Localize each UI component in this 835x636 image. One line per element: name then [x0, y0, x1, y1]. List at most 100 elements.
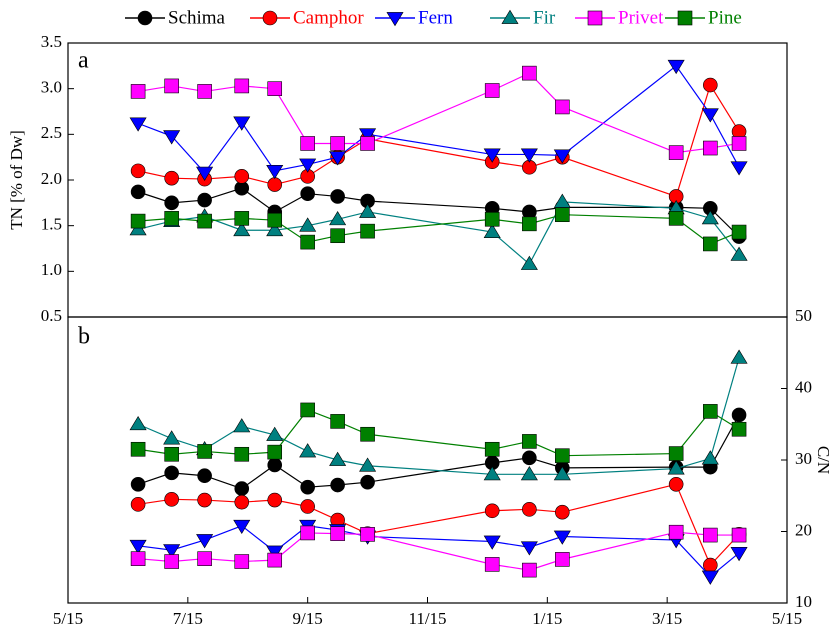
marker [359, 457, 377, 472]
panel-label: b [78, 324, 90, 350]
marker [300, 479, 315, 495]
marker [233, 519, 251, 535]
marker [668, 446, 684, 461]
marker [164, 195, 179, 211]
marker [667, 59, 685, 75]
marker [197, 468, 212, 484]
marker [522, 65, 537, 81]
series-line [137, 187, 740, 238]
y-axis-label: TN [% of Dw] [7, 130, 26, 230]
series-line [138, 531, 740, 571]
marker [234, 494, 250, 510]
marker [730, 161, 748, 176]
marker [197, 84, 212, 99]
marker [163, 544, 181, 559]
legend-label: Privet [618, 7, 664, 28]
marker [668, 477, 684, 492]
marker [730, 547, 748, 562]
marker [330, 477, 345, 493]
marker [360, 136, 375, 151]
marker [266, 164, 284, 180]
marker [553, 530, 571, 545]
marker [553, 466, 571, 481]
marker [130, 551, 146, 566]
marker [731, 136, 747, 151]
marker [300, 499, 315, 514]
marker [522, 502, 537, 517]
y-tick-label: 1.5 [41, 215, 62, 234]
marker [266, 545, 284, 560]
marker [129, 539, 147, 555]
marker [520, 255, 538, 270]
y-tick-label: 0.5 [41, 306, 62, 325]
y-tick-label: 10 [795, 592, 812, 611]
series-line [137, 414, 740, 490]
marker [731, 421, 747, 437]
marker [484, 83, 500, 98]
marker [555, 448, 570, 464]
marker [330, 189, 345, 204]
marker [668, 145, 684, 160]
marker [234, 446, 250, 462]
legend-marker [386, 12, 404, 27]
marker [731, 224, 747, 240]
marker [520, 541, 538, 556]
marker [330, 414, 345, 429]
marker [360, 426, 375, 442]
marker [299, 443, 317, 458]
marker [329, 451, 347, 466]
marker [267, 81, 283, 96]
marker [164, 78, 179, 94]
y-tick-label: 2.5 [41, 123, 62, 142]
marker [164, 465, 179, 481]
series-line [137, 201, 740, 265]
marker [359, 203, 377, 218]
marker [129, 415, 147, 431]
marker [359, 128, 377, 143]
marker [484, 557, 500, 572]
marker [164, 446, 179, 462]
marker [267, 212, 283, 228]
series-line [138, 409, 740, 457]
marker [234, 78, 250, 94]
marker [703, 77, 718, 93]
marker [197, 213, 212, 229]
legend-marker [262, 10, 278, 26]
x-tick-label: 3/15 [652, 609, 682, 628]
marker [266, 426, 284, 441]
series-line [137, 357, 740, 475]
marker [130, 184, 146, 200]
marker [299, 158, 317, 173]
marker [164, 492, 179, 507]
y-tick-label: 40 [795, 377, 812, 396]
marker [522, 562, 537, 578]
marker [520, 148, 538, 163]
y2-axis-label: C/N [814, 446, 833, 474]
marker [703, 140, 718, 156]
marker [197, 492, 212, 508]
x-tick-label: 5/15 [772, 609, 802, 628]
x-tick-label: 9/15 [293, 609, 323, 628]
marker [730, 349, 748, 364]
marker [484, 503, 500, 519]
marker [360, 527, 375, 542]
marker [703, 527, 718, 543]
marker [130, 497, 146, 512]
marker [234, 211, 250, 226]
marker [522, 216, 537, 232]
marker [555, 552, 570, 567]
marker [360, 223, 375, 239]
y-tick-label: 50 [795, 306, 812, 325]
marker [196, 534, 214, 549]
panel-label: a [78, 48, 89, 74]
marker [163, 430, 181, 445]
marker [483, 466, 501, 481]
marker [300, 136, 315, 151]
legend-marker [587, 10, 603, 26]
marker [130, 163, 146, 179]
legend-marker [501, 9, 519, 24]
marker [701, 450, 719, 465]
marker [330, 136, 345, 151]
y-tick-label: 30 [795, 449, 812, 468]
marker [522, 434, 537, 449]
